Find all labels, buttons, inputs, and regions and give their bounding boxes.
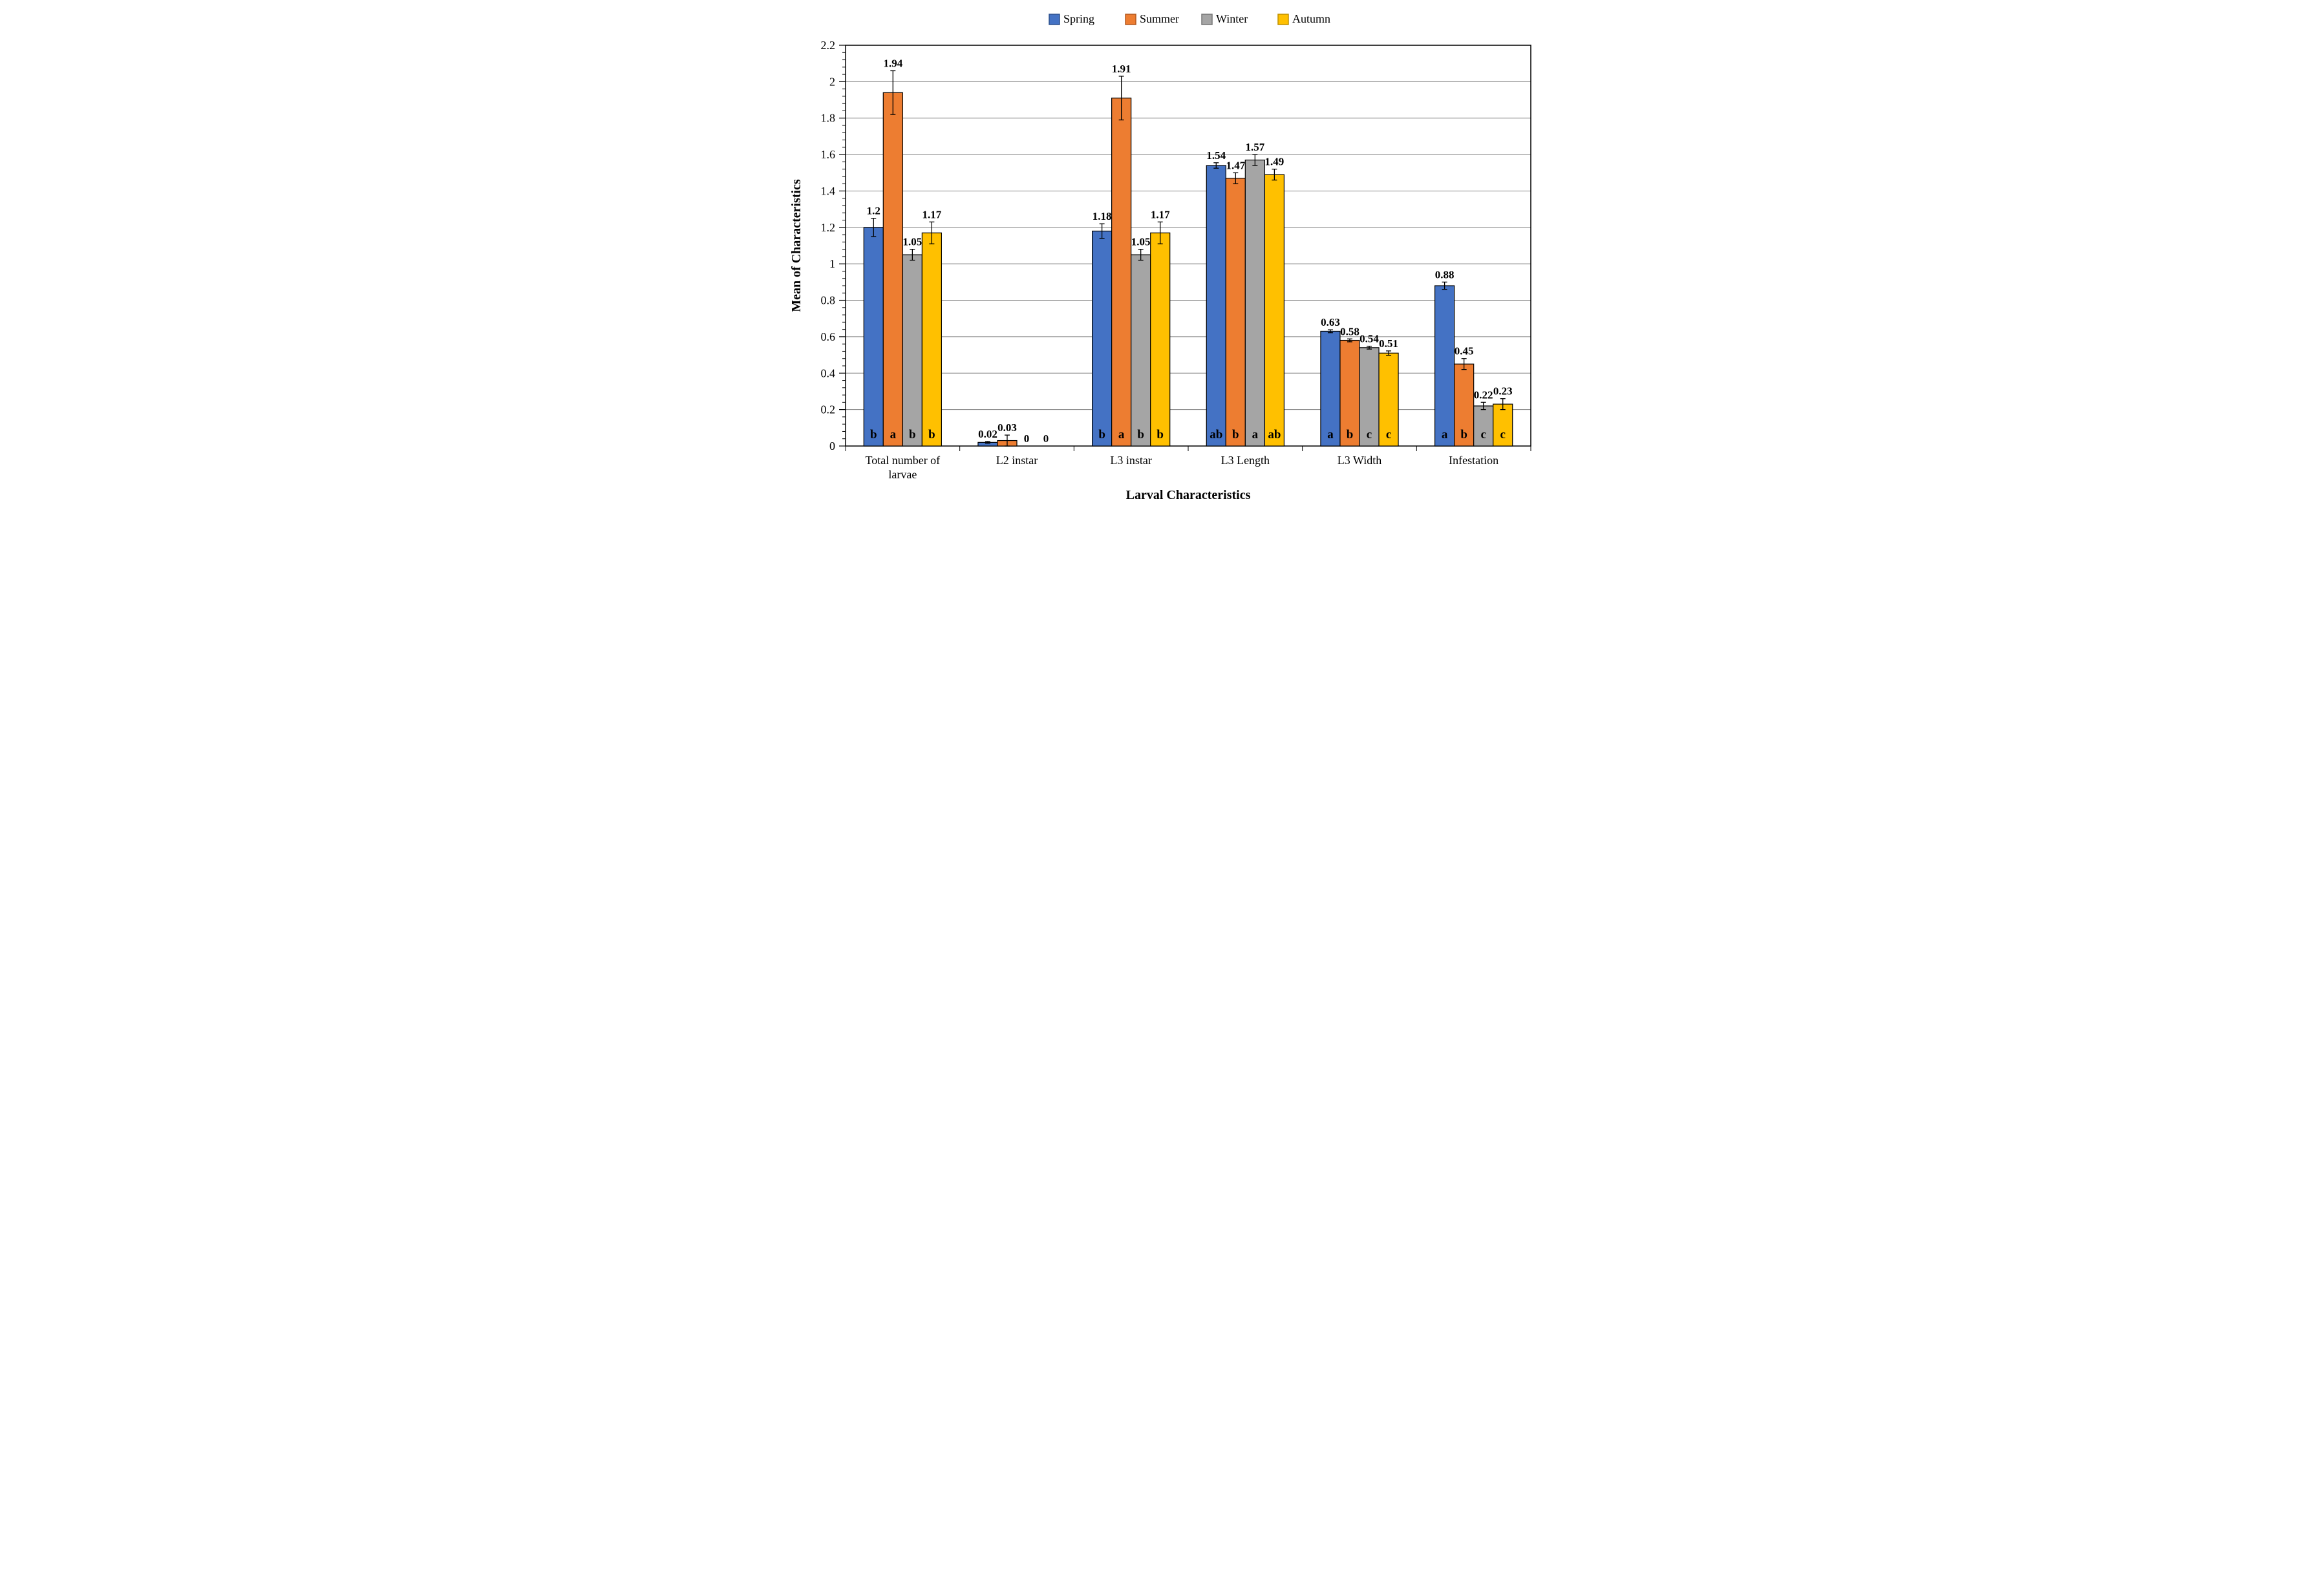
bar-value-label: 0.54 (1359, 333, 1379, 345)
x-category-label: Total number of (865, 454, 940, 467)
significance-letter: b (1157, 428, 1164, 441)
bar (883, 92, 902, 446)
y-tick-label: 0.6 (820, 330, 835, 343)
x-category-label: larvae (888, 468, 917, 481)
bar-value-label: 0 (1043, 432, 1049, 445)
significance-letter: b (1137, 428, 1144, 441)
bar-value-label: 0.58 (1340, 325, 1359, 337)
bar (1206, 165, 1226, 446)
bar-value-label: 1.2 (866, 205, 880, 217)
bar-value-label: 1.57 (1245, 141, 1264, 153)
bar (1264, 175, 1284, 446)
bar-value-label: 1.91 (1111, 63, 1131, 75)
significance-letter: c (1480, 428, 1486, 441)
legend-label: Summer (1140, 12, 1179, 25)
bar-value-label: 0.88 (1434, 268, 1454, 281)
chart-container: 0 0.2 0.4 0.6 0.8 1 1.2 1.4 1.6 1.8 2 2.2 1.2 b 1.94 a 1… (774, 6, 1550, 537)
bar-value-label: 1.49 (1264, 156, 1284, 168)
significance-letter: a (1327, 428, 1334, 441)
bar-value-label: 0.22 (1473, 388, 1493, 401)
bar-value-label: 1.17 (1150, 208, 1169, 220)
x-category-label: L2 instar (996, 454, 1038, 467)
bar-value-label: 1.54 (1206, 149, 1226, 162)
legend-label: Spring (1063, 12, 1094, 25)
significance-letter: a (1441, 428, 1447, 441)
y-tick-label: 1.6 (820, 148, 835, 161)
legend-label: Winter (1216, 12, 1248, 25)
y-tick-label: 0 (829, 440, 835, 452)
y-tick-label: 2 (829, 75, 835, 88)
significance-letter: a (1118, 428, 1124, 441)
y-tick-label: 1.4 (820, 184, 835, 197)
bar (1131, 255, 1150, 446)
legend-swatch (1202, 14, 1212, 25)
significance-letter: b (869, 428, 877, 441)
y-tick-label: 0.8 (820, 294, 835, 307)
significance-letter: b (1098, 428, 1105, 441)
bar (1226, 178, 1245, 446)
significance-letter: b (1460, 428, 1467, 441)
bar (922, 233, 941, 446)
bar-value-label: 1.94 (883, 57, 902, 69)
bar (1245, 160, 1264, 446)
significance-letter: c (1500, 428, 1505, 441)
bar-value-label: 0.23 (1493, 385, 1512, 398)
legend-swatch (1278, 14, 1288, 25)
bar-value-label: 0.02 (978, 428, 997, 440)
y-tick-label: 0.4 (820, 367, 835, 379)
y-tick-label: 1.8 (820, 112, 835, 125)
x-axis-title: Larval Characteristics (1125, 488, 1250, 502)
bar-value-label: 0.63 (1321, 316, 1340, 328)
bar-value-label: 1.05 (902, 236, 922, 248)
significance-letter: c (1385, 428, 1391, 441)
y-tick-label: 1.2 (820, 221, 835, 234)
x-category-label: L3 instar (1110, 454, 1152, 467)
significance-letter: c (1366, 428, 1371, 441)
y-tick-label: 2.2 (820, 39, 835, 52)
bar (1150, 233, 1169, 446)
bar-value-label: 0 (1023, 432, 1029, 445)
bar (1092, 231, 1111, 446)
bar (902, 255, 922, 446)
significance-letter: a (1252, 428, 1258, 441)
bar-value-label: 1.18 (1092, 210, 1111, 222)
significance-letter: ab (1210, 428, 1222, 441)
legend-label: Autumn (1292, 12, 1330, 25)
y-tick-label: 1 (829, 257, 835, 270)
y-axis-title: Mean of Characteristics (789, 179, 804, 312)
bar (864, 228, 883, 446)
x-category-label: L3 Length (1221, 454, 1269, 467)
bar-value-label: 0.45 (1454, 345, 1473, 357)
legend-swatch (1049, 14, 1060, 25)
significance-letter: b (928, 428, 935, 441)
legend-swatch (1125, 14, 1136, 25)
y-tick-label: 0.2 (820, 403, 835, 416)
significance-letter: a (890, 428, 896, 441)
grouped-bar-chart: 0 0.2 0.4 0.6 0.8 1 1.2 1.4 1.6 1.8 2 2.2 1.2 b 1.94 a 1… (774, 6, 1550, 537)
bar-value-label: 1.47 (1226, 159, 1245, 171)
bar-value-label: 1.05 (1131, 236, 1150, 248)
x-category-label: Infestation (1449, 454, 1498, 467)
significance-letter: b (909, 428, 916, 441)
bar-value-label: 1.17 (922, 208, 941, 220)
bar-value-label: 0.51 (1379, 337, 1398, 350)
significance-letter: b (1346, 428, 1353, 441)
significance-letter: b (1232, 428, 1239, 441)
bar (1434, 286, 1454, 446)
bar-value-label: 0.03 (997, 421, 1017, 434)
significance-letter: ab (1268, 428, 1281, 441)
x-category-label: L3 Width (1337, 454, 1381, 467)
bar (1111, 98, 1131, 446)
